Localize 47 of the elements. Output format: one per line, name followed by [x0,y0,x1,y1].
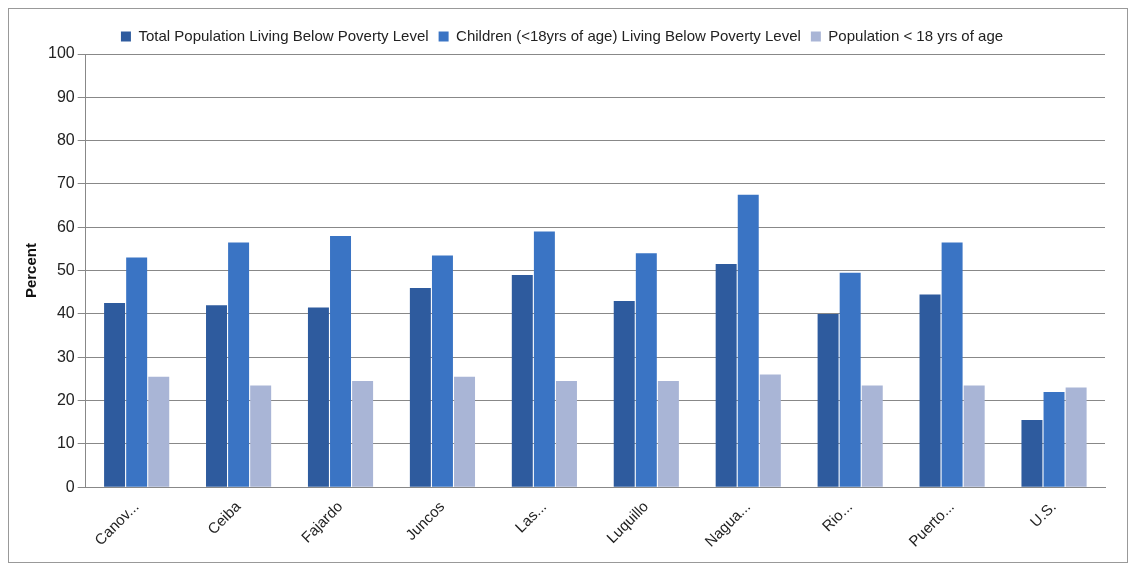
bar [228,242,250,487]
bar [250,385,272,487]
bar [307,307,329,487]
y-tick-label: 90 [56,87,75,105]
bar [148,376,170,487]
bar [657,381,679,487]
y-tick-label: 20 [56,390,75,408]
bar [1021,420,1043,487]
bar [330,235,352,487]
bar [409,287,431,487]
bar [511,274,533,487]
bar [817,313,839,487]
bar [126,257,148,487]
y-tick-label: 10 [56,434,75,452]
bar [861,385,883,487]
bar [555,381,577,487]
bar [919,294,941,487]
bar [431,255,453,487]
bar [737,194,759,487]
x-tick-label: Rio... [818,497,856,535]
y-tick-label: 40 [56,304,75,322]
bar [352,381,374,487]
bar [759,374,781,487]
bar [104,303,126,487]
bar [963,385,985,487]
legend-label: Population < 18 yrs of age [828,26,1004,44]
y-tick-label: 70 [56,174,75,192]
bar [613,300,635,487]
y-axis-title: Percent [22,243,40,299]
y-tick-label: 100 [47,44,75,62]
bar [454,376,476,487]
bar [715,264,737,487]
legend-label: Children (<18yrs of age) Living Below Poverty Level [456,26,801,44]
bar [941,242,963,487]
y-tick-label: 60 [56,217,75,235]
y-tick-label: 50 [56,260,75,278]
legend-label: Total Population Living Below Poverty Level [138,26,429,44]
bar [1065,387,1087,487]
bar [533,231,555,487]
y-tick-label: 0 [65,477,75,495]
y-tick-label: 80 [56,131,75,149]
bar [1043,391,1065,487]
y-tick-label: 30 [56,347,75,365]
x-tick-label: U.S. [1026,497,1060,531]
bar [839,272,861,487]
bar [635,253,657,487]
bar [206,305,227,487]
